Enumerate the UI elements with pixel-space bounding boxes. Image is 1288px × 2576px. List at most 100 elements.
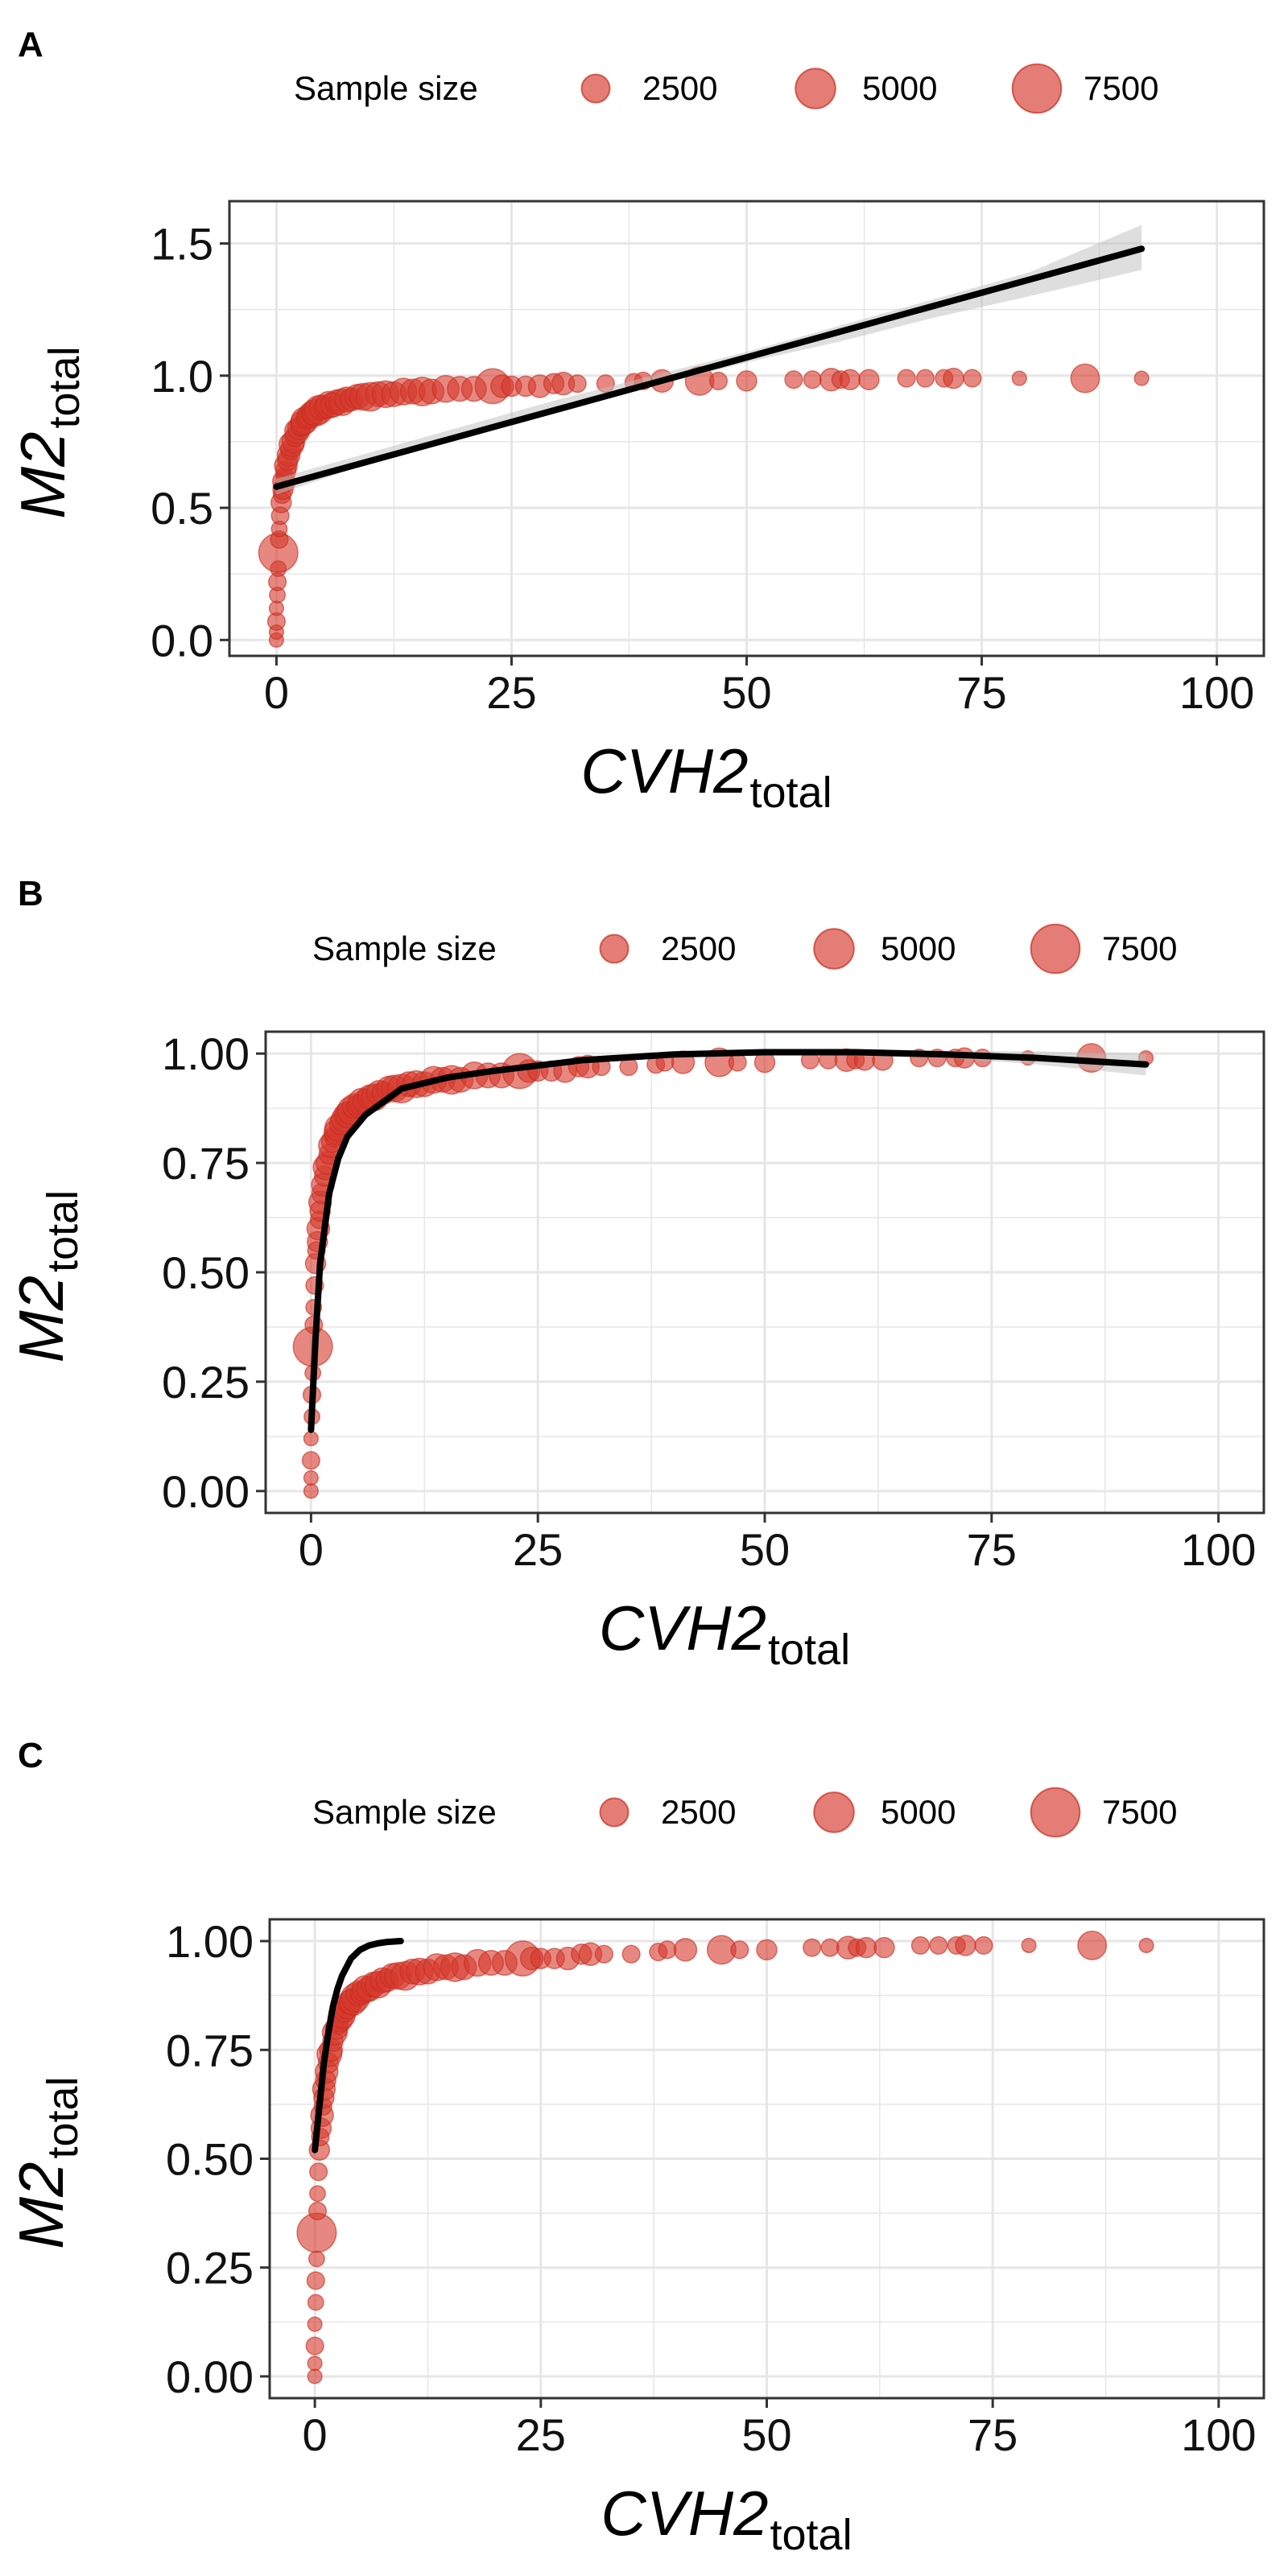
y-tick-label: 0.00 xyxy=(166,2351,254,2402)
x-tick-label: 0 xyxy=(303,2409,328,2460)
y-tick-label: 0.75 xyxy=(166,2025,254,2075)
data-point xyxy=(308,2250,325,2268)
y-axis-title: M2 xyxy=(6,2162,76,2249)
data-point xyxy=(1070,363,1100,394)
data-point xyxy=(301,1451,320,1470)
legend-title: Sample size xyxy=(312,929,497,967)
legend-label: 2500 xyxy=(661,929,736,967)
data-point xyxy=(308,2201,328,2221)
data-point xyxy=(307,2368,323,2384)
legend-key-2500 xyxy=(580,73,611,104)
data-point xyxy=(1138,1937,1154,1954)
y-tick-label: 0.0 xyxy=(151,615,213,666)
data-point xyxy=(303,1430,319,1447)
data-point xyxy=(736,370,758,392)
data-point xyxy=(974,1935,993,1956)
legend-label: 7500 xyxy=(1084,69,1158,107)
data-point xyxy=(673,1938,698,1962)
legend-label: 7500 xyxy=(1102,929,1177,967)
data-point xyxy=(873,1936,895,1959)
y-tick-label: 0.75 xyxy=(162,1138,250,1189)
x-tick-label: 75 xyxy=(967,1524,1017,1575)
legend-key-2500 xyxy=(599,934,630,964)
data-point xyxy=(309,2162,328,2182)
data-point xyxy=(803,370,822,389)
legend-label: 7500 xyxy=(1102,1793,1177,1831)
chart-b-svg: B Sample size 2500 5000 7500 0 25 50 75 100 0.00 0.… xyxy=(6,874,1265,1674)
panel-a: A Sample size 2500 5000 7500 0 25 50 75 100 0.0 0.5… xyxy=(0,0,1288,859)
x-axis-title: CVH2 xyxy=(599,1593,766,1663)
axes: 0 25 50 75 100 0.00 0.25 0.50 0.75 1.00 xyxy=(166,1916,1257,2460)
x-tick-label: 50 xyxy=(740,1524,790,1575)
legend-key-5000 xyxy=(813,928,855,970)
y-tick-label: 1.00 xyxy=(162,1028,250,1079)
data-point xyxy=(897,369,916,388)
data-points xyxy=(296,1930,1154,2384)
y-tick-label: 0.25 xyxy=(162,1357,250,1408)
y-axis-title: M2 xyxy=(7,432,78,519)
data-point xyxy=(1011,370,1027,386)
axes: 0 25 50 75 100 0.00 0.25 0.50 0.75 1.00 xyxy=(162,1028,1256,1575)
fit-line xyxy=(312,1938,404,2154)
panel-letter: C xyxy=(18,1736,43,1775)
legend-key-5000 xyxy=(813,1791,855,1833)
panel-c: C Sample size 2500 5000 7500 0 25 50 75 100 0.00 0.… xyxy=(0,1717,1288,2576)
y-axis-subscript: total xyxy=(40,346,89,428)
x-tick-label: 100 xyxy=(1181,1524,1256,1575)
x-tick-label: 100 xyxy=(1179,667,1254,718)
data-point xyxy=(784,370,803,389)
legend-label: 2500 xyxy=(661,1793,736,1831)
data-point xyxy=(855,1936,877,1959)
data-point xyxy=(306,2271,325,2290)
legend-label: 5000 xyxy=(862,69,937,107)
legend-label: 5000 xyxy=(881,1793,956,1831)
y-tick-label: 0.50 xyxy=(162,1247,250,1298)
y-axis-subscript: total xyxy=(39,1190,87,1272)
y-tick-label: 0.50 xyxy=(166,2134,254,2185)
x-tick-label: 75 xyxy=(956,667,1006,718)
fit-line xyxy=(308,1049,1150,1433)
legend-key-7500 xyxy=(1030,923,1081,975)
data-point xyxy=(309,2185,326,2203)
x-tick-label: 75 xyxy=(968,2409,1018,2460)
data-point xyxy=(568,374,587,394)
data-point xyxy=(929,1935,948,1956)
data-point xyxy=(303,1483,319,1499)
axes: 0 25 50 75 100 0.0 0.5 1.0 1.5 xyxy=(151,219,1254,718)
x-tick-label: 25 xyxy=(513,1524,563,1575)
x-tick-label: 50 xyxy=(721,667,771,718)
data-point xyxy=(858,369,880,391)
data-point xyxy=(1133,370,1150,386)
x-axis-subscript: total xyxy=(770,2511,852,2559)
legend-label: 2500 xyxy=(642,69,717,107)
data-point xyxy=(305,2336,324,2355)
data-point xyxy=(943,367,964,389)
y-tick-label: 1.00 xyxy=(166,1916,254,1967)
x-axis-title: CVH2 xyxy=(601,2478,768,2549)
x-tick-label: 100 xyxy=(1181,2409,1256,2460)
data-point xyxy=(303,1469,319,1486)
data-point xyxy=(803,1938,822,1957)
legend: Sample size 2500 5000 7500 xyxy=(312,923,1177,975)
x-tick-label: 25 xyxy=(486,667,536,718)
data-point xyxy=(307,2355,323,2372)
chart-a-svg: A Sample size 2500 5000 7500 0 25 50 75 100 0.0 0.5… xyxy=(7,25,1265,817)
data-point xyxy=(1077,1930,1108,1960)
y-axis-subscript: total xyxy=(39,2076,87,2158)
y-tick-label: 1.0 xyxy=(151,351,213,402)
data-point xyxy=(820,1938,840,1957)
data-point xyxy=(594,1944,614,1964)
data-point xyxy=(730,1940,749,1960)
data-point xyxy=(915,369,935,388)
legend-key-5000 xyxy=(795,68,836,109)
legend-title: Sample size xyxy=(312,1793,497,1831)
panel-letter: B xyxy=(18,874,43,913)
x-tick-label: 0 xyxy=(299,1524,324,1575)
data-point xyxy=(955,1935,976,1956)
chart-c-svg: C Sample size 2500 5000 7500 0 25 50 75 100 0.00 0.… xyxy=(6,1736,1265,2559)
x-axis-title: CVH2 xyxy=(580,736,748,806)
data-point xyxy=(658,1940,677,1960)
data-point xyxy=(756,1939,778,1961)
